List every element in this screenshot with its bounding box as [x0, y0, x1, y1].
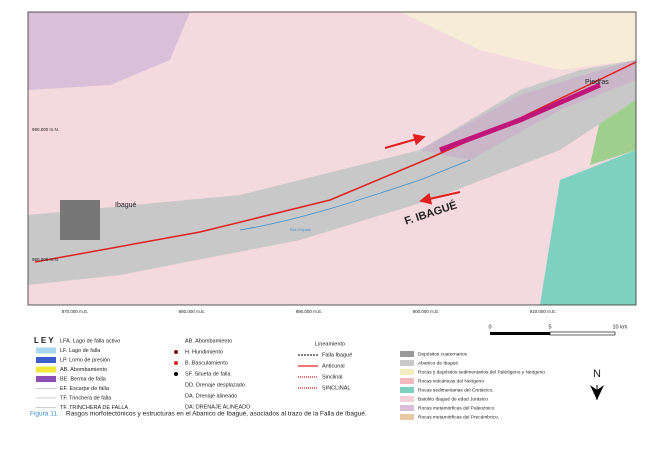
easting-label: 900.000 m.E.	[413, 309, 440, 314]
legend-label: Anticunal	[322, 363, 345, 369]
legend-swatch	[400, 351, 414, 357]
legend-symbol	[174, 361, 178, 365]
town-label: Ibagué	[115, 202, 137, 209]
easting-label: 880.000 m.E.	[179, 309, 206, 314]
unit-pale	[400, 12, 636, 70]
map-frame	[27, 11, 637, 306]
legend-label: AB. Abombamiento	[185, 338, 232, 344]
north-label: N	[593, 368, 601, 380]
legend-label: Rocas volcánicas del Neógeno	[418, 378, 484, 384]
legend-swatch	[400, 378, 414, 384]
legend-label: Depósitos cuaternarios	[418, 351, 468, 357]
unit-cretaceous	[540, 150, 636, 305]
legend-swatch	[400, 360, 414, 366]
legend-swatch	[400, 414, 414, 420]
legend-swatch	[400, 369, 414, 375]
unit-green	[590, 100, 636, 165]
unit-paleozoic	[28, 12, 190, 90]
legend-label: TF. TRINCHERA DE FALLA	[60, 405, 128, 411]
arrow	[384, 133, 426, 149]
easting-label: 870.000 m.E.	[62, 309, 89, 314]
legend-label: Lineamiento	[315, 341, 345, 347]
scale-label: 5	[548, 324, 551, 330]
legend-label: Batolito Ibagué de edad Jurásico	[418, 396, 488, 402]
legend-label: SINCLINAL	[322, 385, 350, 391]
legend-label: LF. Lago de falla	[60, 348, 101, 354]
legend-swatch	[400, 387, 414, 393]
legend: LFA. Lago de falla activo LF. Lago de fal…	[36, 338, 546, 420]
northing-label: 980.000 m.N.	[32, 257, 59, 262]
legend-label: EF. Escarpe de falla	[60, 386, 110, 392]
legend-symbol	[174, 372, 178, 376]
legend-label: LFA. Lago de falla activo	[60, 338, 120, 344]
easting-label: 910.000 m.E.	[530, 309, 557, 314]
legend-swatch	[400, 405, 414, 411]
fault-line	[34, 61, 637, 263]
legend-symbol	[174, 350, 178, 354]
legend-label: DA: DRENAJE ALINEADO	[185, 404, 251, 410]
scale-segment	[549, 331, 616, 336]
fault-zone	[439, 82, 602, 153]
legend-label: B. Basculamiento	[185, 360, 228, 366]
legend-swatch	[400, 396, 414, 402]
north-arrow: N	[590, 368, 604, 400]
legend-label: BE. Berma de falla	[60, 376, 107, 382]
legend-label: DD. Drenaje desplazado	[185, 382, 245, 388]
legend-swatch	[36, 366, 56, 373]
caption-label: Figura 11.	[30, 411, 59, 418]
legend-swatch	[36, 347, 56, 354]
legend-swatch	[36, 357, 56, 363]
legend-label: AB. Abombamiento	[60, 367, 107, 373]
legend-label: Sinclinal	[322, 374, 342, 380]
place-label: Piedras	[585, 79, 609, 86]
river-label: Río Chipalo	[290, 227, 312, 232]
legend-label: LP. Lomo de presión	[60, 357, 110, 363]
legend-label: TF. Trinchera de falla	[60, 395, 112, 401]
legend-title: LEY	[34, 336, 56, 345]
legend-label: Falla Ibagué	[322, 352, 352, 358]
arrow	[419, 191, 461, 205]
legend-label: Rocas metamórficas del Precámbrico.	[418, 414, 499, 420]
easting-axis: 870.000 m.E. 880.000 m.E. 890.000 m.E. 900.…	[62, 309, 557, 314]
easting-label: 890.000 m.E.	[296, 309, 323, 314]
legend-label: DA. Drenaje alineado	[185, 393, 237, 399]
legend-label: SF. Silueta de falla	[185, 371, 231, 377]
legend-label: Abanico de Ibagué	[418, 360, 458, 366]
legend-swatch	[36, 376, 56, 382]
map: Ibagué Piedras F. IBAGUÉ Río Chipalo 990…	[27, 11, 637, 306]
caption-text: Rasgos morfotectónicos y estructuras en …	[66, 411, 367, 418]
legend-label: Rocas sedimentarias del Cretácico.	[418, 387, 493, 393]
scale-segment	[490, 332, 550, 335]
scale-bar: 0 5 10 km	[488, 324, 628, 336]
legend-label: Rocas y depósitos sedimentarios del Pale…	[418, 369, 546, 375]
northing-label: 990.000 m.N.	[32, 127, 59, 132]
river	[239, 159, 471, 231]
scale-label: 0	[488, 324, 491, 330]
scale-label: 10 km	[613, 324, 628, 330]
legend-label: Rocas metamórficas del Paleozoico	[418, 405, 495, 411]
town-area	[60, 200, 100, 240]
legend-label: H. Hundimiento	[185, 349, 223, 355]
